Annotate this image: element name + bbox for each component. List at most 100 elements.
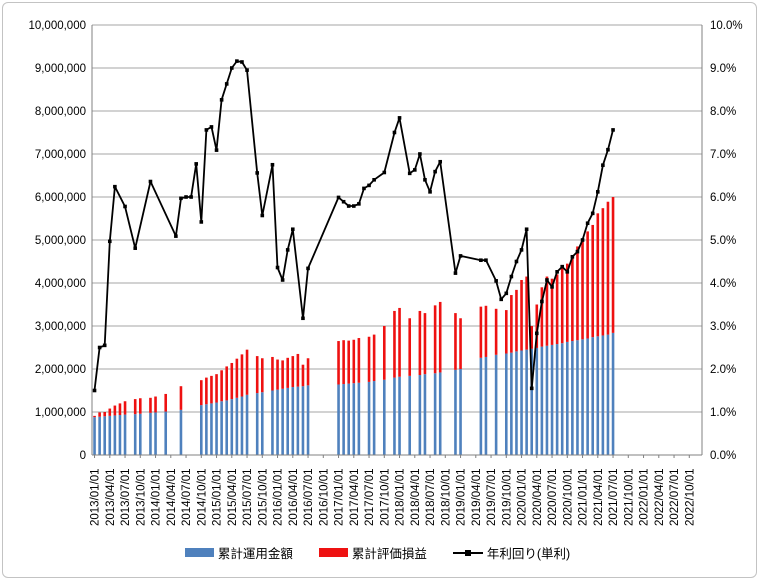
bar-profit [510,295,513,353]
bar-profit [423,313,427,375]
bar-invested [393,377,396,455]
yield-line-marker [565,270,570,274]
yield-line-marker [270,162,275,167]
x-tick-label: 2018/07/01 [425,468,437,526]
bar-profit [393,310,396,378]
yield-line-marker [570,254,575,259]
bar-profit [367,336,371,382]
bar-profit [199,380,203,406]
y-right-tick-label: 7.0% [710,149,736,161]
bar-invested [149,412,152,455]
bar-invested [581,339,584,455]
bar-invested [337,384,340,455]
yield-line-marker [113,184,117,189]
bar-profit [530,326,534,349]
bar-profit [113,405,117,416]
yield-line-marker [601,163,605,167]
bar-profit [255,356,259,394]
bar-profit [164,393,168,412]
x-tick-label: 2019/10/01 [501,468,513,526]
bar-invested [438,372,442,455]
bar-invested [154,412,157,455]
yield-line-marker [301,316,305,321]
bar-profit [571,257,574,342]
y-left-tick-label: 1,000,000 [35,407,86,419]
bar-invested [535,347,539,455]
yield-line-marker [107,239,112,244]
yield-line-marker [575,249,580,254]
yield-line-marker [290,227,295,232]
bar-profit [271,356,274,391]
legend-item-profit: 累計評価損益 [318,543,427,562]
bar-invested [408,375,412,455]
bar-invested [550,344,554,455]
bar-invested [108,415,112,455]
bar-invested [352,383,356,455]
yield-line-marker [174,234,178,238]
bar-profit [133,399,137,415]
bar-profit [581,240,584,340]
legend-label-profit: 累計評価損益 [351,547,427,561]
yield-line-marker [529,386,534,391]
bar-invested [510,352,513,455]
bar-profit [504,310,508,354]
y-left-tick-label: 9,000,000 [35,63,86,75]
yield-line-marker [341,199,346,204]
x-tick-label: 2018/01/01 [395,468,407,526]
bar-profit [215,374,218,403]
bar-profit [433,305,437,374]
yield-line-marker [458,254,463,258]
yield-line-marker [509,274,514,279]
bar-invested [164,411,168,455]
yield-line-marker [92,388,97,393]
bar-profit [382,326,386,380]
bar-profit [576,246,579,341]
yield-line-marker [595,190,600,194]
yield-line-marker [275,265,280,270]
yield-line-marker [255,171,260,175]
yield-line-marker [245,68,249,72]
bar-invested [133,414,137,455]
bar-invested [276,389,279,455]
x-tick-label: 2016/10/01 [318,468,330,526]
bar-invested [118,415,122,455]
bar-profit [565,263,569,342]
yield-line-marker [362,186,366,191]
x-tick-label: 2022/10/01 [684,468,696,526]
yield-line-marker [397,116,402,120]
bar-profit [123,401,127,415]
bar-invested [372,381,376,455]
bar-profit [347,340,351,384]
bar-profit [596,213,600,337]
bar-profit [611,197,615,333]
x-tick-label: 2021/10/01 [623,468,635,526]
bar-invested [423,374,427,455]
bar-profit [281,360,284,389]
yield-line-marker [194,162,199,166]
y-right-tick-label: 3.0% [710,321,736,333]
x-tick-label: 2014/07/01 [181,468,193,526]
yield-line-marker [453,271,458,275]
bar-profit [306,358,310,386]
bar-invested [103,416,107,455]
legend-item-yield: 年利回り(単利) [452,543,570,562]
yield-line-marker [484,258,488,263]
yield-line-marker [585,221,590,226]
x-tick-label: 2014/04/01 [166,468,178,526]
yield-line-marker [102,343,107,348]
bar-profit [535,304,539,348]
yield-line-marker [407,171,412,176]
yield-line-marker [97,345,102,350]
yield-line-marker [392,130,397,135]
x-tick-label: 2019/07/01 [486,468,498,526]
bar-profit [291,356,295,388]
yield-line-marker [229,66,234,70]
bar-invested [540,346,544,455]
bar-invested [459,369,462,455]
bar-profit [260,358,264,393]
yield-line-marker [540,299,544,304]
yield-line-marker [590,211,595,216]
y-right-tick-label: 5.0% [710,235,736,247]
